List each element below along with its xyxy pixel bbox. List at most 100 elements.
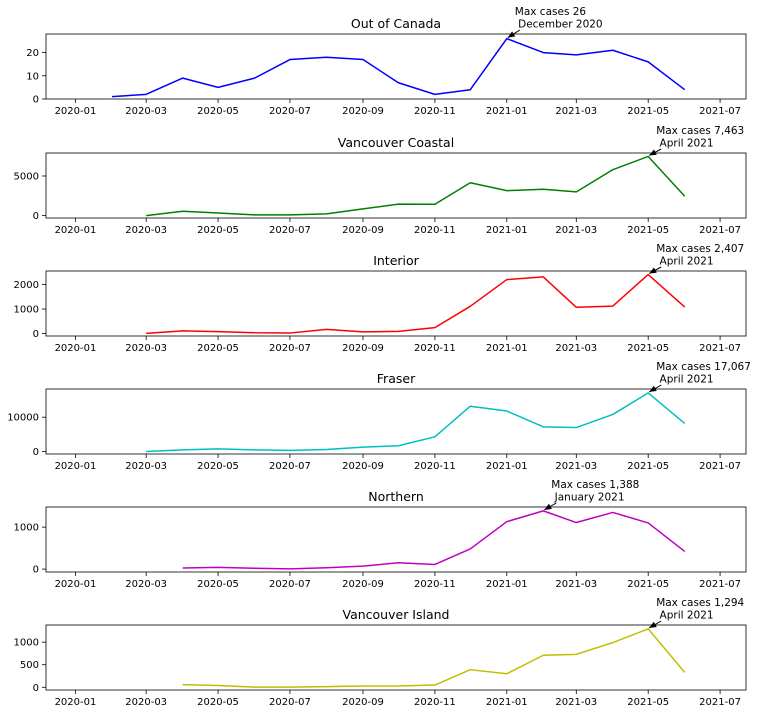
subplot-title: Northern (368, 489, 424, 504)
annotation-text: Max cases 1,294 April 2021 (656, 597, 744, 622)
x-tick-label: 2020-09 (342, 106, 384, 117)
annotation-line-1: Max cases 2,407 (656, 243, 744, 255)
axes-frame (45, 388, 747, 455)
x-tick-label: 2020-01 (55, 106, 97, 117)
y-tick-label: 1000 (14, 523, 39, 534)
annotation-arrow-head (544, 503, 552, 510)
annotation-text: Max cases 7,463 April 2021 (656, 125, 744, 150)
x-tick-label: 2021-05 (627, 461, 669, 472)
y-tick-label: 0 (33, 211, 39, 222)
x-tick-label: 2021-07 (699, 461, 741, 472)
x-tick-label: 2020-07 (269, 579, 311, 590)
x-tick-label: 2021-07 (699, 343, 741, 354)
x-tick-label: 2021-03 (555, 106, 597, 117)
y-tick-label: 0 (33, 329, 39, 340)
y-tick-label: 500 (20, 660, 39, 671)
annotation-line-1: Max cases 17,067 (656, 361, 751, 373)
annotation-text: Max cases 1,388 January 2021 (551, 479, 639, 504)
x-tick-label: 2020-11 (414, 461, 456, 472)
x-tick-label: 2021-01 (486, 106, 528, 117)
series-line (182, 510, 686, 570)
x-tick-label: 2020-11 (414, 343, 456, 354)
annotation-text: Max cases 2,407 April 2021 (656, 243, 744, 268)
x-tick-label: 2020-09 (342, 461, 384, 472)
annotation-line-2: April 2021 (656, 138, 713, 150)
annotation-line-1: Max cases 7,463 (656, 125, 744, 137)
x-tick-label: 2020-07 (269, 343, 311, 354)
subplot-title: Vancouver Island (343, 607, 450, 622)
y-tick-label: 0 (33, 683, 39, 694)
x-tick-label: 2020-07 (269, 697, 311, 708)
subplot-title: Interior (373, 253, 419, 268)
x-tick-label: 2021-03 (555, 461, 597, 472)
annotation-arrow-head (649, 267, 657, 274)
x-tick-label: 2021-07 (699, 697, 741, 708)
x-tick-label: 2020-09 (342, 343, 384, 354)
x-tick-label: 2021-01 (486, 461, 528, 472)
x-tick-label: 2020-05 (197, 697, 239, 708)
x-tick-label: 2020-01 (55, 579, 97, 590)
y-tick-label: 5000 (14, 171, 39, 182)
annotation-line-2: April 2021 (656, 256, 713, 268)
annotation-line-2: April 2021 (656, 374, 713, 386)
x-tick-label: 2021-05 (627, 697, 669, 708)
annotation-text: Max cases 26 December 2020 (515, 6, 603, 31)
series-line (182, 628, 686, 688)
x-tick-label: 2020-05 (197, 343, 239, 354)
axes-frame (45, 33, 747, 100)
x-tick-label: 2021-01 (486, 697, 528, 708)
annotation-text: Max cases 17,067 April 2021 (656, 361, 751, 386)
x-tick-label: 2021-01 (486, 579, 528, 590)
x-tick-label: 2021-05 (627, 106, 669, 117)
y-tick-label: 10000 (7, 413, 39, 424)
annotation-arrow-head (649, 621, 657, 628)
x-tick-label: 2020-09 (342, 579, 384, 590)
x-tick-label: 2021-03 (555, 579, 597, 590)
x-tick-label: 2020-03 (125, 343, 167, 354)
x-tick-label: 2021-07 (699, 225, 741, 236)
axes-frame (45, 506, 747, 573)
annotation-line-1: Max cases 1,294 (656, 597, 744, 609)
x-tick-label: 2021-01 (486, 343, 528, 354)
y-tick-label: 0 (33, 565, 39, 576)
series-line (111, 37, 686, 98)
x-tick-label: 2020-01 (55, 697, 97, 708)
axes-frame (45, 624, 747, 691)
subplot-title: Fraser (377, 371, 416, 386)
series-line (146, 392, 686, 453)
subplot-title: Vancouver Coastal (338, 135, 454, 150)
annotation-line-2: January 2021 (551, 492, 624, 504)
series-line (146, 155, 686, 217)
annotation-line-1: Max cases 26 (515, 6, 587, 18)
x-tick-label: 2021-07 (699, 579, 741, 590)
x-tick-label: 2020-01 (55, 461, 97, 472)
x-tick-label: 2020-09 (342, 697, 384, 708)
annotation-arrow-head (649, 385, 657, 392)
y-tick-label: 10 (26, 71, 39, 82)
subplot-1: Out of Canada 2020-01 2020-03 2020-05 2020-0… (26, 6, 747, 117)
y-tick-label: 1000 (14, 638, 39, 649)
axes-frame (45, 270, 747, 337)
x-tick-label: 2021-05 (627, 225, 669, 236)
x-tick-label: 2020-01 (55, 343, 97, 354)
x-tick-label: 2021-01 (486, 225, 528, 236)
subplot-title: Out of Canada (351, 16, 441, 31)
x-tick-label: 2020-03 (125, 579, 167, 590)
y-tick-label: 2000 (14, 280, 39, 291)
x-tick-label: 2021-05 (627, 579, 669, 590)
annotation-arrow-head (649, 149, 657, 156)
x-tick-label: 2020-11 (414, 579, 456, 590)
x-tick-label: 2020-11 (414, 225, 456, 236)
y-tick-label: 0 (33, 447, 39, 458)
x-tick-label: 2020-05 (197, 225, 239, 236)
x-tick-label: 2020-03 (125, 225, 167, 236)
x-tick-label: 2020-07 (269, 225, 311, 236)
x-tick-label: 2020-05 (197, 579, 239, 590)
series-line (146, 273, 686, 335)
annotation-line-1: Max cases 1,388 (551, 479, 639, 491)
x-tick-label: 2020-07 (269, 106, 311, 117)
subplot-4: Fraser 2020-01 2020-03 2020-05 2020-07 2020-0… (7, 361, 751, 472)
x-tick-label: 2020-03 (125, 697, 167, 708)
y-tick-label: 20 (26, 48, 39, 59)
